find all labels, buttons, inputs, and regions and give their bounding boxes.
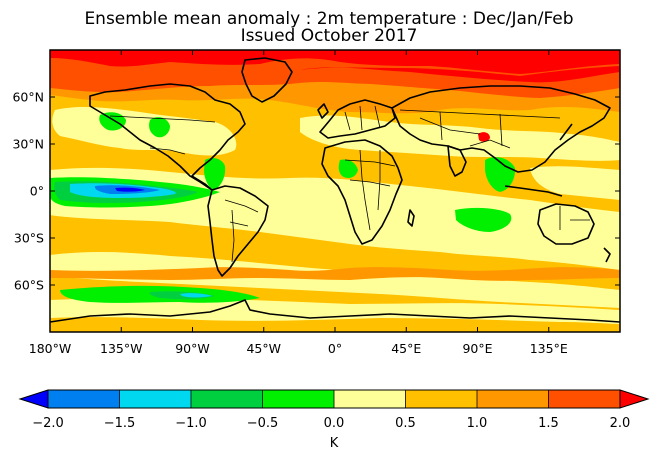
coastline-south-america xyxy=(207,185,269,277)
colorbar: −2.0 −1.5 −1.0 −0.5 0.0 0.5 1.0 1.5 2.0 K xyxy=(18,389,650,451)
anomaly-darkblue-equatorial-pacific xyxy=(115,187,145,192)
colorbar-segment xyxy=(48,390,120,408)
y-axis: 60°N 30°N 0° 30°S 60°S xyxy=(12,90,620,293)
x-axis: 180°W 135°W 90°W 45°W 0° 45°E 90°E 135°E xyxy=(29,50,568,356)
x-tick-label: 45°W xyxy=(246,341,281,356)
coastline-asia xyxy=(391,85,611,173)
coastline-antarctica xyxy=(50,299,620,323)
border-asia-4 xyxy=(499,113,503,147)
y-tick-label: 60°S xyxy=(14,278,44,293)
title-line-1: Ensemble mean anomaly : 2m temperature :… xyxy=(84,9,574,29)
coastlines xyxy=(50,57,620,323)
anomaly-band-southern-1.0 xyxy=(50,267,620,281)
colorbar-tick-label: 1.0 xyxy=(467,416,488,431)
border-africa-1 xyxy=(344,159,396,167)
map-area xyxy=(50,50,620,332)
x-tick-label: 0° xyxy=(328,341,342,356)
anomaly-green-africa xyxy=(338,159,358,178)
anomaly-region-pacific-yellow xyxy=(530,166,620,200)
border-africa-3 xyxy=(359,149,371,231)
border-europe-3 xyxy=(374,105,381,129)
colorbar-under-triangle xyxy=(18,389,49,409)
x-tick-label: 90°E xyxy=(462,341,492,356)
colorbar-tick-label: 2.0 xyxy=(610,416,631,431)
coastline-australia xyxy=(537,203,595,245)
coastline-japan xyxy=(559,123,573,141)
y-tick-label: 30°N xyxy=(12,137,44,152)
border-asia-5 xyxy=(469,139,511,149)
anomaly-green-southeast-asia xyxy=(485,157,516,192)
coastline-indonesia xyxy=(504,185,563,197)
colorbar-tick-label: 0.5 xyxy=(395,416,416,431)
anomaly-cyan-south-atlantic xyxy=(180,293,212,298)
border-south-america-3 xyxy=(231,209,235,263)
colorbar-segment xyxy=(191,390,263,408)
border-us-canada xyxy=(109,115,216,123)
x-tick-label: 180°W xyxy=(29,341,71,356)
anomaly-red-tibet xyxy=(478,132,490,142)
colorbar-segment xyxy=(477,390,549,408)
title-line-2: Issued October 2017 xyxy=(240,26,418,46)
border-africa-4 xyxy=(377,150,381,211)
border-us-mexico xyxy=(149,147,186,155)
colorbar-unit-label: K xyxy=(330,436,339,451)
y-tick-label: 30°S xyxy=(14,231,44,246)
colorbar-tick-label: −0.5 xyxy=(247,416,279,431)
colorbar-segment xyxy=(119,390,192,408)
border-asia-1 xyxy=(399,109,561,119)
border-europe-2 xyxy=(359,105,363,131)
x-tick-label: 90°W xyxy=(175,341,210,356)
coastline-india xyxy=(447,145,467,177)
anomaly-region-northam xyxy=(52,106,237,156)
anomaly-green-americas xyxy=(204,158,226,190)
y-tick-label: 0° xyxy=(30,184,44,199)
colorbar-segment xyxy=(548,390,621,408)
border-asia-2 xyxy=(419,117,481,135)
anomaly-band-arctic-2.0 xyxy=(50,50,620,74)
border-europe-1 xyxy=(344,111,351,131)
colorbar-segment xyxy=(334,390,406,408)
coastline-greenland xyxy=(241,57,293,103)
colorbar-tick-label: 1.5 xyxy=(538,416,559,431)
anomaly-green-canada xyxy=(149,117,170,138)
colorbar-over-triangle xyxy=(619,389,650,409)
coastline-new-zealand xyxy=(603,247,611,263)
anomaly-green-indian xyxy=(455,207,512,232)
colorbar-tick-label: 0.0 xyxy=(324,416,345,431)
coastline-uk xyxy=(317,103,329,119)
x-tick-label: 135°E xyxy=(530,341,568,356)
colorbar-tick-label: −1.0 xyxy=(175,416,207,431)
national-borders xyxy=(109,105,590,263)
border-asia-3 xyxy=(439,111,443,141)
y-tick-label: 60°N xyxy=(12,90,44,105)
anomaly-region-southern-yellow xyxy=(50,252,620,308)
border-south-america-1 xyxy=(224,199,259,213)
colorbar-tick-label: −2.0 xyxy=(32,416,64,431)
anomaly-band-arctic-2.0-b xyxy=(300,66,620,83)
colorbar-tick-label: −1.5 xyxy=(104,416,136,431)
colorbar-segment xyxy=(405,390,478,408)
coastline-madagascar xyxy=(407,209,415,227)
x-tick-label: 45°E xyxy=(391,341,421,356)
x-tick-label: 135°W xyxy=(100,341,142,356)
colorbar-segment xyxy=(262,390,335,408)
border-africa-2 xyxy=(349,179,391,187)
coastline-north-america xyxy=(89,83,246,191)
coastline-africa xyxy=(321,139,403,245)
